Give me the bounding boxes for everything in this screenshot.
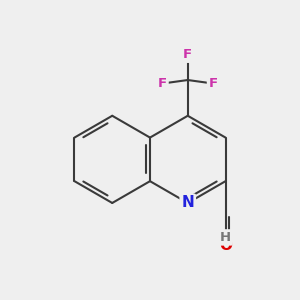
Text: F: F xyxy=(158,77,167,90)
Text: F: F xyxy=(183,48,192,61)
Text: H: H xyxy=(220,231,231,244)
Text: N: N xyxy=(182,196,194,211)
Text: O: O xyxy=(219,238,232,253)
Text: F: F xyxy=(208,77,217,90)
